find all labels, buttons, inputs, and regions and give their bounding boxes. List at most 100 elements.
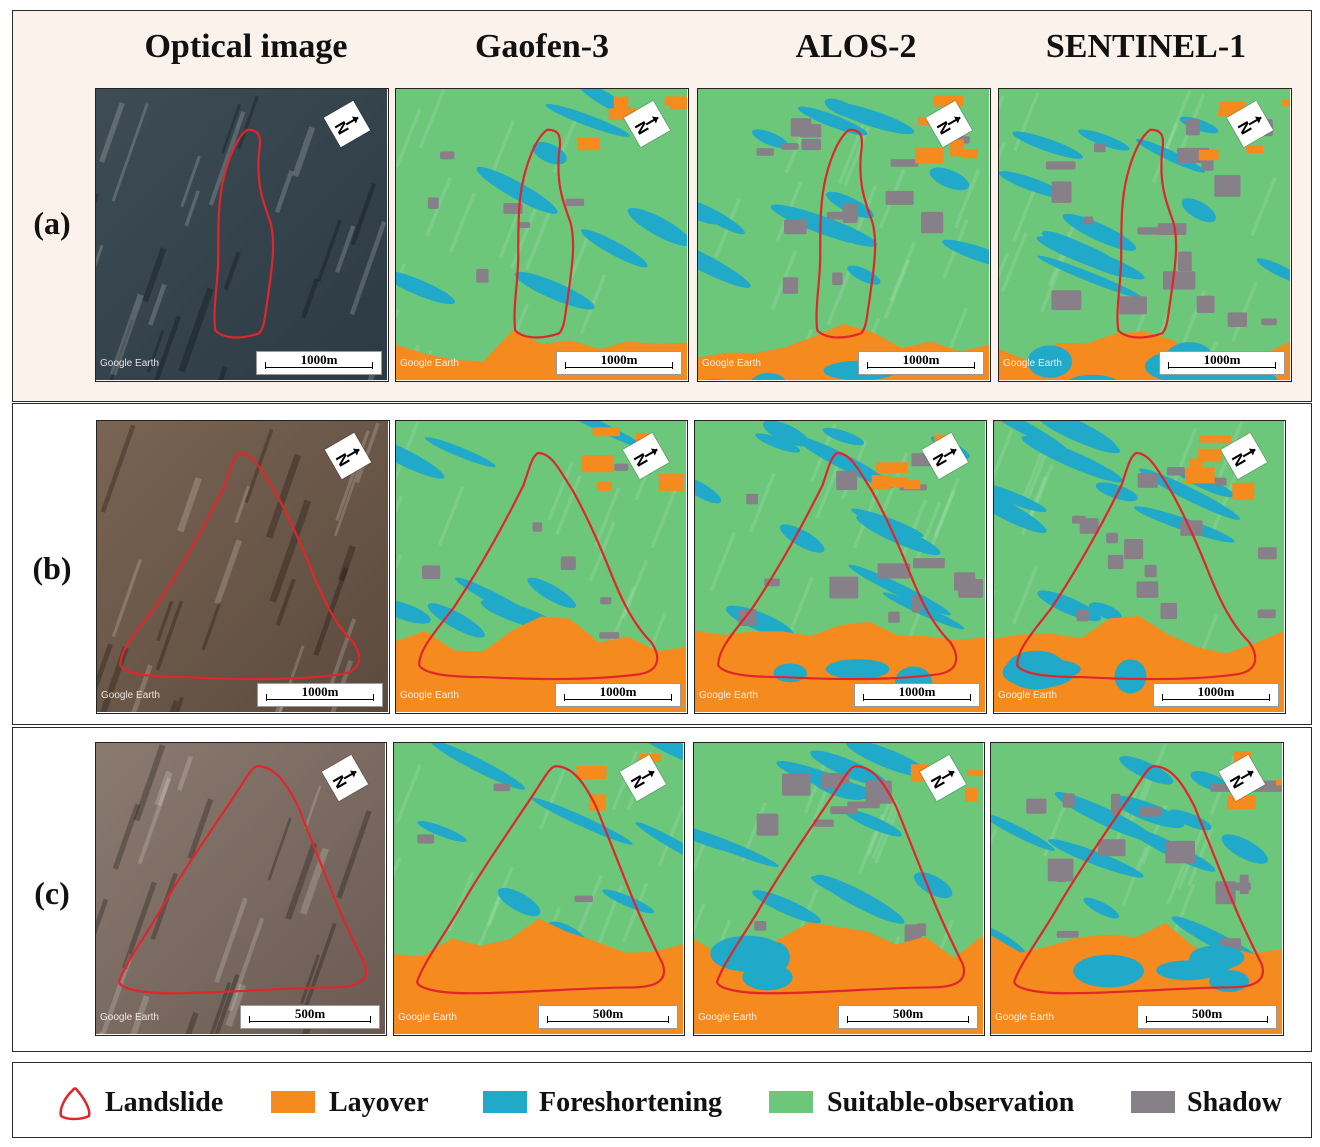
legend-label-landslide: Landslide [105,1087,224,1118]
legend-label-suitable: Suitable-observation [827,1087,1075,1118]
column-header-alos2: ALOS-2 [795,28,917,65]
north-label: N [1234,119,1255,138]
panel-c-gaofen3: N Google Earth 500m [393,742,685,1036]
north-arrow-icon: N [619,754,667,802]
north-arrow-icon: N [324,432,372,480]
north-label: N [627,773,648,792]
google-earth-watermark: Google Earth [1003,358,1062,369]
legend: Landslide Layover Foreshortening Suitabl… [12,1062,1312,1138]
scale-bar-label: 1000m [600,352,638,367]
scale-bar-label: 1000m [599,684,637,699]
panel-a-alos2: N Google Earth 1000m [697,88,991,382]
scale-bar: 1000m [858,351,984,375]
landslide-outline [816,130,875,338]
panel-a-gaofen3: N Google Earth 1000m [395,88,689,382]
scale-bar: 1000m [256,351,382,375]
landslide-outline [1117,130,1176,338]
north-label: N [929,451,950,470]
scale-bar: 500m [1137,1005,1277,1029]
scale-bar: 500m [240,1005,380,1029]
north-label: N [329,773,350,792]
north-arrow-icon: N [321,754,369,802]
google-earth-watermark: Google Earth [101,690,160,701]
google-earth-watermark: Google Earth [398,1012,457,1023]
north-arrow-icon: N [323,100,371,148]
row-label-a: (a) [33,205,71,241]
north-arrow-icon: N [919,754,967,802]
scale-bar-line [847,1015,969,1023]
scale-bar-label: 1000m [301,684,339,699]
scale-bar: 1000m [556,351,682,375]
north-arrow-icon: N [1220,432,1268,480]
landslide-outline [717,766,964,993]
scale-bar-line [1168,361,1276,369]
north-label: N [927,773,948,792]
north-arrow-icon: N [623,100,671,148]
panel-b-sentinel1: N Google Earth 1000m [993,420,1286,714]
north-label: N [1228,451,1249,470]
panel-a-optical: N Google Earth 1000m [95,88,389,382]
scale-bar-label: 1000m [1197,684,1235,699]
landslide-outline [1014,766,1263,993]
suitable-observation-swatch [769,1091,813,1113]
scale-bar-line [863,693,971,701]
scale-bar-label: 500m [1191,1006,1223,1021]
column-header-sentinel1: SENTINEL-1 [1045,28,1247,65]
landslide-outline [214,130,273,338]
scale-bar-line [547,1015,669,1023]
row-label-c: (c) [34,875,70,911]
scale-bar-line [266,693,374,701]
scale-bar-label: 500m [592,1006,624,1021]
scale-bar-line [265,361,373,369]
scale-bar-line [564,693,672,701]
scale-bar: 1000m [555,683,681,707]
landslide-outline [417,766,664,993]
scale-bar-label: 500m [892,1006,924,1021]
panel-c-alos2: N Google Earth 500m [693,742,985,1036]
scale-bar: 500m [838,1005,978,1029]
landslide-outline-icon [59,1087,91,1121]
google-earth-watermark: Google Earth [100,358,159,369]
scale-bar: 1000m [1153,683,1279,707]
google-earth-watermark: Google Earth [400,358,459,369]
classification-map [396,89,687,380]
layover-swatch [271,1091,315,1113]
north-label: N [332,451,353,470]
landslide-outline [514,130,573,338]
north-arrow-icon: N [1226,100,1274,148]
panel-b-alos2: N Google Earth 1000m [694,420,987,714]
panel-b-optical: N Google Earth 1000m [96,420,390,714]
panel-b-gaofen3: N Google Earth 1000m [395,420,688,714]
scale-bar-label: 1000m [1203,352,1241,367]
panel-c-optical: N Google Earth 500m [95,742,387,1036]
classification-map [991,743,1282,1034]
north-arrow-icon: N [925,100,973,148]
row-label-b: (b) [32,550,72,586]
scale-bar-label: 1000m [902,352,940,367]
north-arrow-icon: N [622,432,670,480]
column-header-optical: Optical image [144,28,348,65]
foreshortening-swatch [483,1091,527,1113]
north-label: N [1226,773,1247,792]
landslide-outline [419,453,657,679]
google-earth-watermark: Google Earth [702,358,761,369]
landslide-outline [1017,453,1255,679]
north-label: N [630,451,651,470]
scale-bar-line [867,361,975,369]
legend-label-foreshortening: Foreshortening [539,1087,723,1118]
scale-bar-label: 1000m [300,352,338,367]
scale-bar: 500m [538,1005,678,1029]
landslide-outline [718,453,956,679]
google-earth-watermark: Google Earth [699,690,758,701]
google-earth-watermark: Google Earth [400,690,459,701]
scale-bar-line [249,1015,371,1023]
north-arrow-icon: N [921,432,969,480]
panel-a-sentinel1: N Google Earth 1000m [998,88,1292,382]
scale-bar: 1000m [854,683,980,707]
north-label: N [331,119,352,138]
shadow-swatch [1131,1091,1175,1113]
landslide-outline [119,766,366,993]
landslide-outline [120,453,359,679]
panel-c-sentinel1: N Google Earth 500m [990,742,1284,1036]
scale-bar: 1000m [257,683,383,707]
